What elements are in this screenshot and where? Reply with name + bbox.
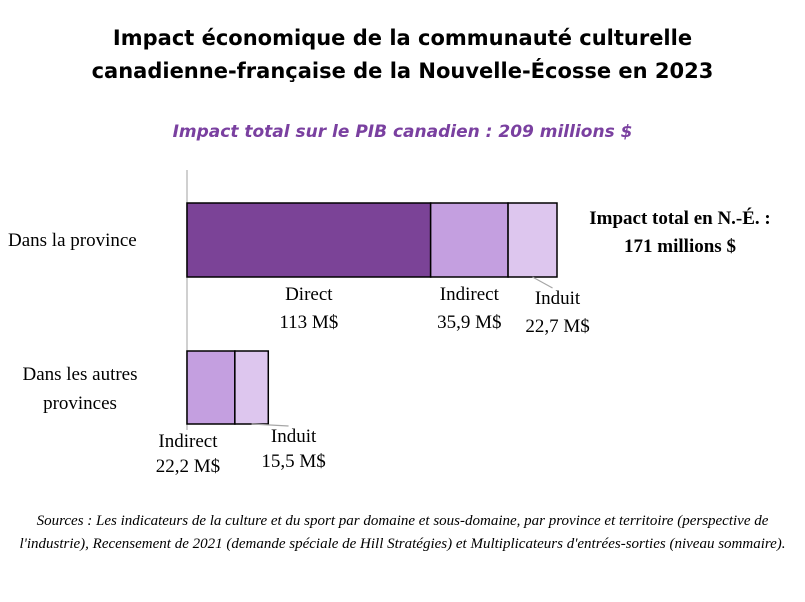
data-label-1-direct-name: Direct — [285, 284, 333, 305]
bar-2-indirect — [186, 350, 236, 425]
data-label-1-induit-value: 22,7 M$ — [525, 316, 589, 337]
chart-title: Impact économique de la communauté cultu… — [0, 22, 805, 88]
leader-line-1-induit — [532, 276, 553, 289]
sources-note: Sources : Les indicateurs de la culture … — [19, 513, 786, 552]
bar-1-indirect — [429, 202, 509, 278]
data-label-2-indirect-value: 22,2 M$ — [156, 456, 220, 477]
bar-1-direct — [186, 202, 432, 278]
total-annotation-line-2: 171 millions $ — [624, 236, 736, 257]
total-annotation-line-1: Impact total en N.-É. : — [589, 207, 771, 229]
data-label-2-indirect-name: Indirect — [158, 431, 218, 452]
chart-title-line-1: Impact économique de la communauté cultu… — [112, 26, 693, 50]
data-label-2-induit-name: Induit — [271, 426, 317, 447]
leader-line-2-induit — [251, 423, 289, 427]
bar-1-induit — [507, 202, 558, 278]
data-label-1-indirect-value: 35,9 M$ — [437, 312, 501, 333]
data-label-1-indirect-name: Indirect — [440, 284, 500, 305]
category-label-2-line-2: provinces — [43, 393, 117, 414]
data-label-1-induit-name: Induit — [535, 288, 581, 309]
bars-group — [186, 202, 558, 425]
chart-title-line-2: canadienne-française de la Nouvelle-Écos… — [91, 59, 714, 83]
labels-group: Direct 113 M$ Indirect 35,9 M$ Induit 22,7 M$… — [156, 276, 590, 477]
data-label-1-direct-value: 113 M$ — [279, 312, 338, 333]
data-label-2-induit-value: 15,5 M$ — [261, 451, 325, 472]
chart-subtitle: Impact total sur le PIB canadien : 209 m… — [172, 122, 633, 142]
category-label-2-line-1: Dans les autres — [22, 364, 137, 385]
category-label-1-line-1: Dans la province — [8, 230, 137, 251]
category-labels-group: Dans la province Dans les autres provinces — [8, 230, 138, 414]
bar-2-induit — [234, 350, 270, 425]
